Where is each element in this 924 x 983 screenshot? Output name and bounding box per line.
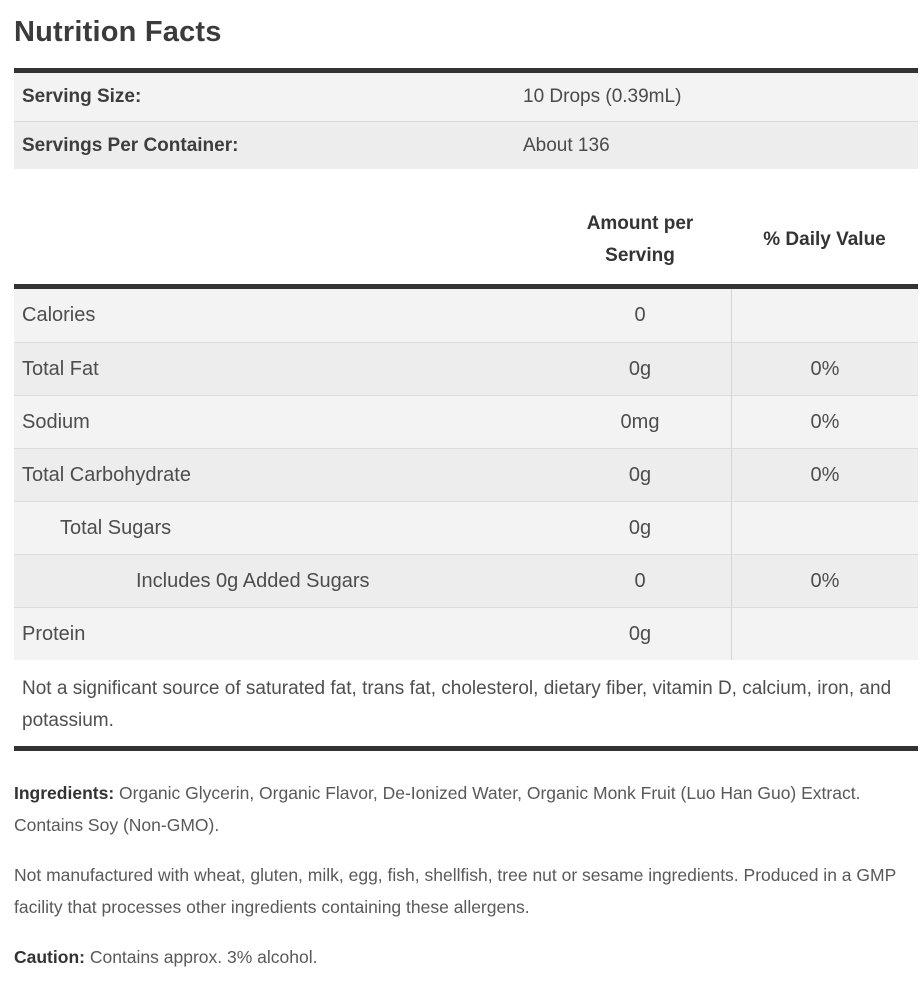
column-header-amount-per-serving: Amount per Serving <box>549 208 731 272</box>
serving-size-row: Serving Size: 10 Drops (0.39mL) <box>14 73 918 121</box>
nutrient-name: Calories <box>22 304 96 326</box>
servings-per-container-value: About 136 <box>523 134 610 156</box>
panel-content: Nutrition Facts Serving Size: 10 Drops (… <box>14 0 918 973</box>
table-row-total-fat: Total Fat 0g 0% <box>14 342 918 395</box>
serving-size-value: 10 Drops (0.39mL) <box>523 86 682 107</box>
table-row-total-carbohydrate: Total Carbohydrate 0g 0% <box>14 448 918 501</box>
nutrient-daily-value: 0% <box>731 555 918 607</box>
top-divider-bar <box>14 68 918 73</box>
nutrient-name: Includes 0g Added Sugars <box>136 569 370 592</box>
table-row-protein: Protein 0g <box>14 607 918 660</box>
nutrient-amount: 0g <box>628 463 652 486</box>
ingredients-paragraph: Ingredients: Organic Glycerin, Organic F… <box>14 777 918 841</box>
nutrient-amount: 0 <box>634 304 646 326</box>
nutrient-name: Total Fat <box>22 357 99 380</box>
product-details: Ingredients: Organic Glycerin, Organic F… <box>14 751 918 973</box>
nutrient-daily-value: 0% <box>731 449 918 501</box>
nutrient-amount: 0g <box>628 516 652 539</box>
table-row-added-sugars: Includes 0g Added Sugars 0 0% <box>14 554 918 607</box>
amount-per-serving-text: Amount per Serving <box>586 213 694 266</box>
caution-label: Caution: <box>14 947 85 967</box>
nutrient-daily-value: 0% <box>731 343 918 395</box>
table-row-calories: Calories 0 <box>14 289 918 342</box>
serving-size-label: Serving Size: <box>22 86 142 107</box>
nutrient-name: Sodium <box>22 410 90 433</box>
column-header-daily-value: % Daily Value <box>763 229 886 250</box>
table-row-sodium: Sodium 0mg 0% <box>14 395 918 448</box>
header-divider-bar <box>14 284 918 289</box>
caution-paragraph: Caution: Contains approx. 3% alcohol. <box>14 941 918 973</box>
nutrient-daily-value <box>731 502 918 554</box>
nutrient-amount: 0g <box>628 357 652 380</box>
ingredients-text: Organic Glycerin, Organic Flavor, De-Ion… <box>14 783 861 835</box>
servings-per-container-label: Servings Per Container: <box>22 134 239 156</box>
servings-per-container-row: Servings Per Container: About 136 <box>14 121 918 169</box>
bottom-divider-bar <box>14 746 918 751</box>
nutrition-table-header: Amount per Serving % Daily Value <box>14 169 918 272</box>
nutrition-table-body: Calories 0 Total Fat 0g 0% Sodium 0mg 0%… <box>14 289 918 660</box>
panel-title: Nutrition Facts <box>14 16 222 48</box>
nutrient-daily-value: 0% <box>731 396 918 448</box>
allergen-paragraph: Not manufactured with wheat, gluten, mil… <box>14 865 896 917</box>
nutrient-daily-value <box>731 608 918 660</box>
nutrient-amount: 0mg <box>620 410 660 433</box>
nutrition-footnote: Not a significant source of saturated fa… <box>14 660 918 746</box>
nutrient-name: Protein <box>22 622 86 645</box>
nutrient-amount: 0 <box>634 569 646 592</box>
nutrient-amount: 0g <box>628 622 652 645</box>
caution-text: Contains approx. 3% alcohol. <box>84 947 318 967</box>
nutrient-name: Total Carbohydrate <box>22 463 191 486</box>
table-row-total-sugars: Total Sugars 0g <box>14 501 918 554</box>
serving-info-table: Serving Size: 10 Drops (0.39mL) Servings… <box>14 73 918 169</box>
nutrient-name: Total Sugars <box>60 516 172 539</box>
ingredients-label: Ingredients: <box>14 783 115 803</box>
nutrient-daily-value <box>731 289 918 342</box>
